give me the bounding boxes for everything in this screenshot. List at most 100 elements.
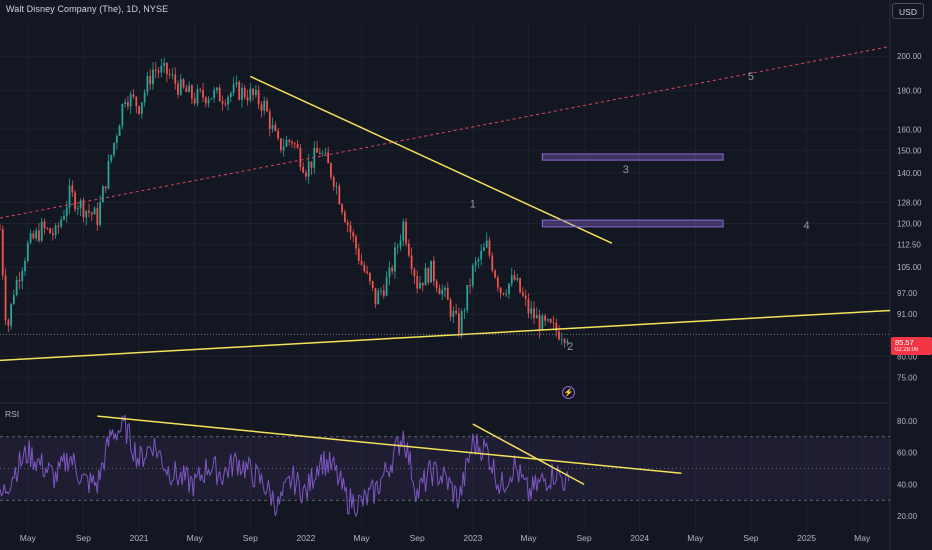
candle-body <box>485 240 488 248</box>
currency-button[interactable]: USD <box>892 3 924 19</box>
candle-body <box>427 268 430 283</box>
candle-body <box>274 124 277 131</box>
candle-body <box>335 186 338 188</box>
y-tick-label: 120.00 <box>897 219 922 228</box>
x-tick-label: May <box>520 533 537 543</box>
candle-body <box>341 204 343 213</box>
trend-line[interactable] <box>0 309 891 362</box>
candle-body <box>360 260 363 265</box>
candle-body <box>24 260 26 272</box>
candle-body <box>140 102 143 114</box>
candle-body <box>374 287 377 305</box>
x-tick-label: 2022 <box>296 533 315 543</box>
channel-line[interactable] <box>0 46 891 219</box>
wave-label[interactable]: 3 <box>623 164 629 176</box>
candle-body <box>54 225 57 236</box>
y-tick-label: 128.00 <box>897 198 922 207</box>
candle-body <box>533 308 535 319</box>
candle-body <box>68 185 71 208</box>
candle-body <box>402 221 405 241</box>
candle-body <box>232 84 235 94</box>
target-zone[interactable] <box>541 219 724 228</box>
candle-body <box>521 292 524 296</box>
y-tick-label: 200.00 <box>897 52 922 61</box>
candle-body <box>268 111 271 129</box>
candle-body <box>188 85 191 92</box>
candle-body <box>154 69 157 72</box>
x-tick-label: Sep <box>243 533 258 543</box>
target-zone[interactable] <box>541 153 724 161</box>
candle-body <box>18 279 21 282</box>
candle-body <box>388 267 391 278</box>
x-tick-label: 2021 <box>130 533 149 543</box>
candle-body <box>102 186 104 203</box>
y-tick-label: 150.00 <box>897 146 922 155</box>
candle-body <box>124 102 127 105</box>
candle-body <box>321 153 324 155</box>
candle-body <box>0 228 1 230</box>
candle-body <box>449 299 452 317</box>
candle-body <box>460 311 463 336</box>
candle-body <box>76 208 79 210</box>
candle-body <box>149 76 152 85</box>
candle-body <box>502 292 505 295</box>
rsi-label[interactable]: RSI <box>5 409 20 419</box>
x-tick-label: 2025 <box>797 533 816 543</box>
candle-body <box>307 161 310 177</box>
candle-body <box>566 341 569 343</box>
candle-body <box>132 94 135 97</box>
candle-body <box>299 147 302 167</box>
lightning-bolt-icon[interactable]: ⚡ <box>562 386 575 399</box>
candle-body <box>555 322 558 332</box>
wave-label[interactable]: 1 <box>470 198 476 210</box>
countdown-timer: 02:26:06 <box>895 347 919 353</box>
candle-body <box>310 161 313 168</box>
wave-label[interactable]: 2 <box>567 341 573 353</box>
x-tick-label: 2024 <box>630 533 649 543</box>
rsi-trend-line[interactable] <box>472 423 585 486</box>
candle-body <box>221 101 224 104</box>
candle-body <box>127 102 129 107</box>
symbol-title[interactable]: Walt Disney Company (The), 1D, NYSE <box>6 4 169 14</box>
x-tick-label: May <box>20 533 37 543</box>
y-tick-label: 140.00 <box>897 169 922 178</box>
price-pane[interactable]: 1 2 3 4 5 <box>0 46 891 362</box>
trend-line[interactable] <box>249 75 613 244</box>
candle-body <box>13 295 15 304</box>
candle-body <box>355 236 357 249</box>
candle-body <box>32 233 35 239</box>
candle-body <box>296 144 299 148</box>
rsi-trend-line[interactable] <box>97 415 682 475</box>
wave-label[interactable]: 5 <box>748 71 754 83</box>
candle-body <box>71 185 74 193</box>
candle-body <box>377 290 380 305</box>
candle-body <box>213 90 216 99</box>
candle-body <box>413 269 416 277</box>
candle-body <box>249 88 252 101</box>
y-tick-label: 80.00 <box>897 352 918 361</box>
candle-body <box>46 228 49 229</box>
y-tick-label: 75.00 <box>897 373 918 382</box>
candle-body <box>330 163 332 178</box>
candle-body <box>505 293 508 295</box>
rsi-pane[interactable] <box>0 414 890 518</box>
candle-body <box>480 250 483 260</box>
candle-body <box>432 260 435 282</box>
candle-body <box>196 89 199 104</box>
candle-body <box>318 152 321 155</box>
candle-body <box>51 233 54 236</box>
x-tick-label: Sep <box>743 533 758 543</box>
candle-body <box>558 331 560 340</box>
candle-body <box>182 79 185 88</box>
wave-label[interactable]: 4 <box>804 220 810 232</box>
last-price-value: 85.57 <box>895 338 914 347</box>
candle-body <box>110 154 113 162</box>
candle-body <box>7 320 10 326</box>
candle-body <box>10 303 13 326</box>
x-tick-label: Sep <box>76 533 91 543</box>
candle-body <box>99 202 102 225</box>
candle-body <box>26 242 29 261</box>
candle-body <box>316 147 318 153</box>
